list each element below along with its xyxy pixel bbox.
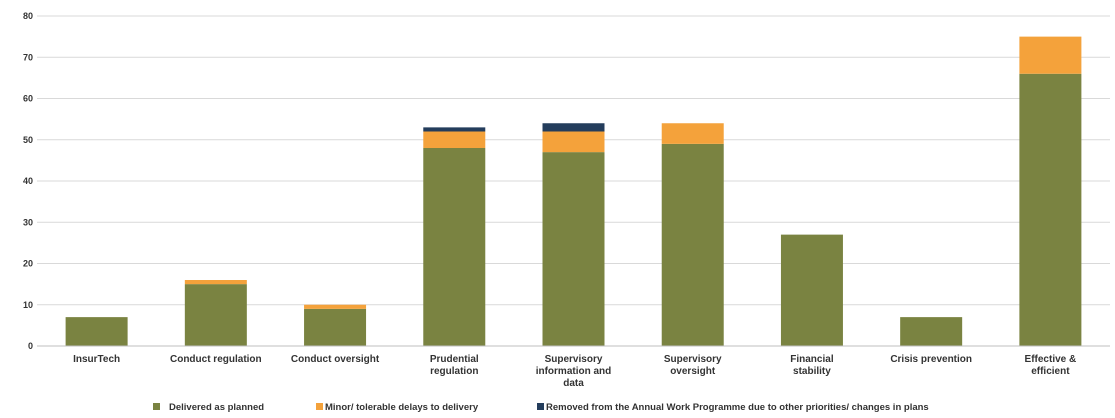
x-tick-label: Supervisory oversight: [664, 354, 722, 377]
x-tick-label-line: efficient: [1031, 366, 1070, 377]
x-tick-label-line: data: [563, 378, 584, 389]
bar-segment: [423, 132, 485, 149]
x-tick-label: InsurTech: [73, 354, 120, 365]
bar-segment: [1019, 37, 1081, 74]
x-tick-label: Crisis prevention: [890, 354, 972, 365]
bar-segment: [304, 305, 366, 309]
x-tick-label: Effective & efficient: [1025, 354, 1077, 377]
y-tick-label: 80: [23, 11, 33, 21]
x-tick-label-line: stability: [793, 366, 831, 377]
legend-label: Minor/ tolerable delays to delivery: [325, 402, 479, 413]
legend-label: Delivered as planned: [169, 402, 264, 413]
bar-segment: [185, 284, 247, 346]
bar-segment: [900, 317, 962, 346]
bar-segment: [662, 123, 724, 144]
y-tick-label: 30: [23, 217, 33, 227]
x-tick-label: Conduct regulation: [170, 354, 262, 365]
x-tick-label-line: Conduct oversight: [291, 354, 380, 365]
legend-swatch: [153, 403, 160, 410]
legend-label: Removed from the Annual Work Programme d…: [546, 402, 929, 413]
x-tick-label-line: regulation: [430, 366, 478, 377]
bar-segment: [423, 148, 485, 346]
bars: [66, 37, 1082, 346]
y-tick-label: 20: [23, 259, 33, 269]
x-tick-label: Prudential regulation: [430, 354, 479, 377]
x-tick-label-line: Effective &: [1025, 354, 1077, 365]
x-tick-label-line: Supervisory: [545, 354, 603, 365]
x-tick-label-line: Crisis prevention: [890, 354, 972, 365]
y-tick-label: 40: [23, 176, 33, 186]
x-tick-label: Supervisory information and data: [536, 354, 612, 389]
bar-segment: [423, 127, 485, 131]
legend-swatch: [537, 403, 544, 410]
bar-segment: [662, 144, 724, 346]
x-tick-label: Conduct oversight: [291, 354, 380, 365]
bar-segment: [543, 123, 605, 131]
y-tick-label: 0: [28, 341, 33, 351]
bar-segment: [1019, 74, 1081, 346]
x-tick-label-line: information and: [536, 366, 612, 377]
x-tick-label-line: Supervisory: [664, 354, 722, 365]
legend-swatch: [316, 403, 323, 410]
y-tick-label: 60: [23, 94, 33, 104]
x-axis-labels: InsurTech Conduct regulation Conduct overs…: [73, 354, 1076, 389]
x-tick-label-line: Conduct regulation: [170, 354, 262, 365]
x-tick-label: Financial stability: [790, 354, 834, 377]
bar-segment: [781, 235, 843, 346]
bar-segment: [304, 309, 366, 346]
bar-segment: [543, 152, 605, 346]
y-axis-ticks: 0 10 20 30 40 50 60 70 80: [23, 11, 33, 351]
y-tick-label: 50: [23, 135, 33, 145]
y-tick-label: 10: [23, 300, 33, 310]
x-tick-label-line: Prudential: [430, 354, 479, 365]
y-tick-label: 70: [23, 52, 33, 62]
bar-segment: [66, 317, 128, 346]
bar-segment: [185, 280, 247, 284]
x-tick-label-line: oversight: [670, 366, 716, 377]
bar-segment: [543, 132, 605, 153]
legend: Delivered as planned Minor/ tolerable del…: [153, 402, 929, 413]
x-tick-label-line: Financial: [790, 354, 834, 365]
x-tick-label-line: InsurTech: [73, 354, 120, 365]
